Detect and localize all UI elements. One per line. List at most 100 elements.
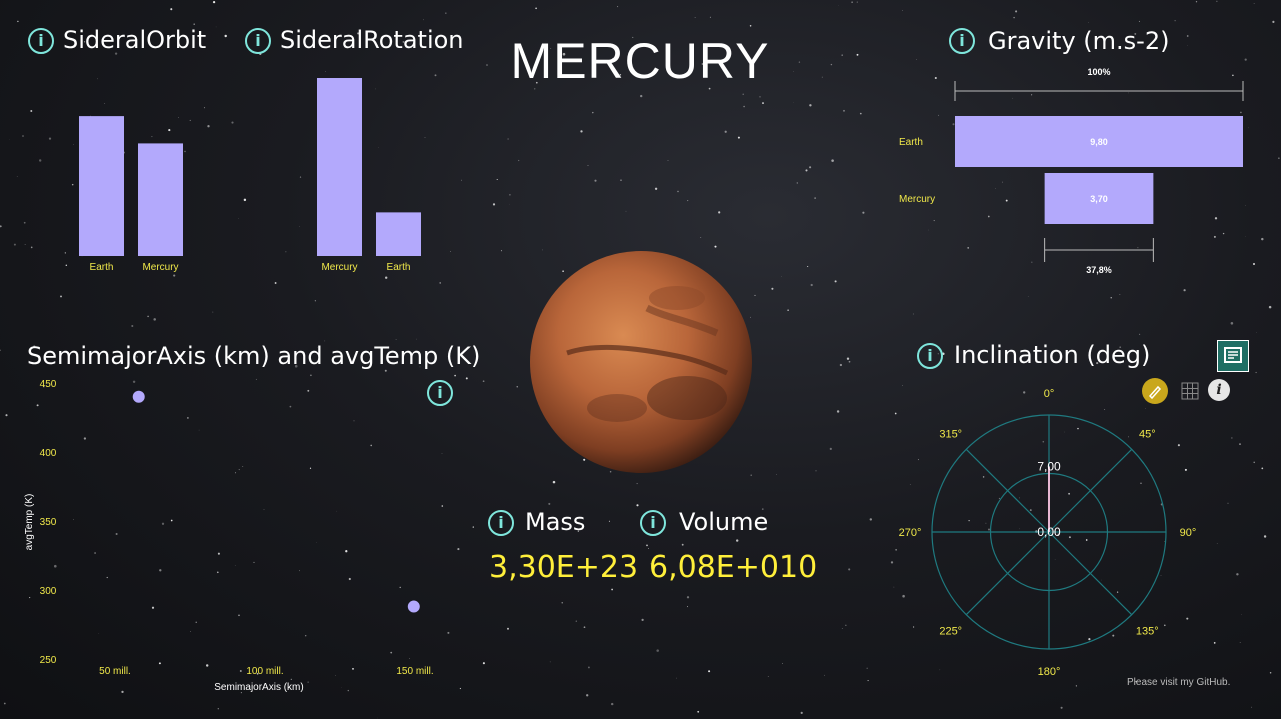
bar [376,212,421,256]
star [106,576,108,579]
star [1251,706,1253,708]
star [902,10,903,11]
star [985,522,987,524]
star [274,282,277,284]
info-icon[interactable]: i [917,343,943,369]
star [1054,558,1056,560]
star [1029,509,1032,512]
star [243,198,247,202]
star [299,176,302,178]
star [587,666,590,669]
star [1245,204,1246,206]
star [1135,680,1137,683]
star [465,377,468,380]
star [1261,237,1264,241]
star [72,518,74,520]
info-icon[interactable]: i [427,380,453,406]
star [178,117,179,118]
star [1253,3,1255,5]
info-icon[interactable]: i [245,28,271,54]
star [3,702,6,705]
star [894,412,897,415]
star [36,404,39,407]
info-icon[interactable]: i [28,28,54,54]
bar [138,143,183,256]
star [793,71,794,72]
star [859,112,862,115]
star [384,369,387,372]
star [583,626,586,629]
info-icon[interactable]: i [488,510,514,536]
star [385,276,388,279]
star [798,61,801,63]
star [1088,638,1091,641]
star [654,187,658,190]
star [1263,535,1267,538]
star [807,265,809,268]
star [534,88,536,90]
star [153,318,156,321]
x-tick-label: 150 mill. [396,666,433,677]
gravity-chart: 100% Earth 9,80 Mercury 3,70 37,8% [899,67,1244,275]
star [848,360,851,363]
star [1068,492,1070,495]
star [815,470,817,472]
star [1232,74,1234,77]
star [104,103,106,104]
radar-spoke [1048,448,1133,533]
star [750,474,752,476]
report-icon [1224,347,1242,363]
star [459,687,462,690]
star [1101,579,1102,581]
y-tick-label: 250 [40,655,57,666]
star [687,200,689,202]
category-label: Earth [899,137,923,148]
star [205,664,209,667]
star [1139,333,1141,335]
star [290,678,292,680]
star [187,417,189,419]
info-icon[interactable]: i [640,510,666,536]
star [17,20,19,23]
y-tick-label: 450 [40,379,57,390]
star [1140,482,1142,484]
star [253,561,255,563]
star [441,453,443,454]
star [1253,263,1255,265]
gravity-bar [1044,173,1154,224]
star [317,346,318,348]
star [1245,236,1246,237]
star [987,215,990,218]
top-annotation: 100% [1087,67,1110,77]
star [708,670,711,673]
star [913,626,915,628]
star [454,374,456,377]
star [5,414,8,417]
star [147,315,149,318]
info-icon[interactable]: i [949,28,975,54]
star [1244,58,1247,61]
star [33,345,36,348]
star [131,324,134,328]
footer-link[interactable]: Please visit my GitHub. [1127,677,1231,688]
star [1027,296,1029,297]
pencil-icon[interactable] [1142,378,1168,404]
info-circle-icon[interactable]: i [1208,379,1230,401]
star [217,552,220,555]
star [724,130,727,133]
focus-mode-button[interactable] [1217,340,1249,372]
star [809,166,812,169]
star [617,6,619,8]
inclination-radar-chart: 0° 45° 90° 135° 180° 225° 270° 315° 7,00 0,00 [899,388,1197,675]
scatter-point [407,600,420,613]
gravity-title: Gravity (m.s-2) [988,27,1170,55]
category-label: Mercury [899,194,935,205]
star [1119,294,1121,295]
star [22,135,24,137]
star [594,179,597,182]
star [1239,443,1241,445]
star [810,283,813,287]
grid-icon[interactable] [1181,382,1199,400]
radar-spoke [965,448,1050,533]
